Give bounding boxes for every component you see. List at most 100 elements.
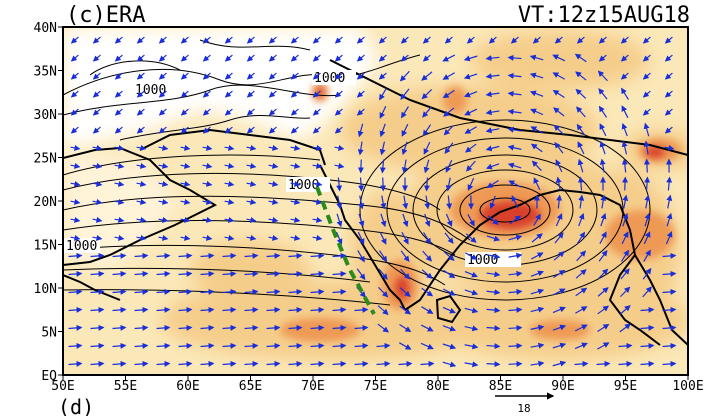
wind-vector [599, 231, 607, 244]
wind-vector [246, 90, 255, 98]
wind-vector [90, 252, 105, 259]
wind-vector [554, 142, 564, 154]
wind-vector [444, 36, 453, 44]
wind-vector [156, 252, 171, 259]
wind-vector [70, 54, 79, 62]
wind-vector [70, 216, 81, 223]
wind-vector [442, 72, 455, 80]
wind-vector [202, 234, 213, 241]
wind-vector [266, 270, 281, 277]
wind-vector [357, 231, 365, 245]
wind-vector [508, 288, 523, 295]
wind-vector [486, 289, 501, 296]
wind-vector [180, 216, 191, 223]
wind-vector [178, 288, 193, 295]
wind-vector [467, 214, 475, 227]
wind-vector [423, 159, 430, 174]
wind-vector [553, 107, 565, 117]
wind-vector [134, 360, 149, 367]
wind-vector [268, 162, 279, 169]
wind-vector [290, 126, 299, 134]
wind-vector [640, 360, 655, 367]
wind-vector [288, 306, 303, 313]
wind-vector [244, 306, 259, 313]
wind-vector [290, 234, 301, 241]
wind-vector [70, 198, 81, 205]
wind-vector [401, 123, 409, 137]
wind-vector [134, 252, 149, 259]
wind-vector [642, 267, 652, 280]
wind-vector [312, 234, 323, 241]
wind-vector [136, 234, 147, 241]
wind-vector [90, 270, 105, 277]
wind-vector [224, 180, 235, 187]
wind-vector [597, 305, 610, 315]
lat-tick-label: 35N [34, 65, 57, 80]
wind-vector [334, 108, 343, 116]
wind-vector [444, 142, 454, 155]
wind-vector [420, 324, 434, 332]
lon-tick-label: 80E [426, 379, 449, 394]
wind-vector [268, 126, 277, 134]
wind-vector [466, 160, 476, 172]
wind-vector [552, 89, 565, 99]
wind-vector [486, 180, 499, 189]
wind-vector [662, 342, 677, 349]
wind-vector [443, 124, 455, 136]
wind-vector [90, 288, 105, 295]
wind-vector [358, 213, 365, 228]
wind-vector [268, 144, 279, 151]
wind-vector [332, 270, 347, 277]
wind-vector [423, 232, 431, 245]
wind-vector [68, 270, 83, 277]
wind-vector [200, 360, 215, 367]
wind-vector [379, 105, 387, 119]
wind-vector [402, 195, 409, 210]
wind-vector [642, 54, 651, 62]
wind-vector [621, 231, 629, 245]
wind-vector [485, 145, 500, 152]
wind-vector [114, 126, 123, 134]
wind-vector [423, 141, 431, 155]
wind-vector [529, 72, 544, 79]
wind-vector [486, 253, 501, 260]
wind-vector [354, 324, 369, 331]
wind-vector [134, 288, 149, 295]
wind-vector [465, 252, 478, 260]
wind-vector [178, 360, 193, 367]
wind-vector [92, 234, 103, 241]
wind-vector [619, 323, 632, 333]
wind-vector [597, 287, 609, 297]
wind-vector [70, 72, 79, 80]
wind-vector [266, 306, 281, 313]
wind-vector [575, 287, 588, 297]
wind-vector [354, 342, 369, 349]
wind-vector [488, 36, 497, 44]
wind-vector [266, 342, 281, 349]
wind-vector [334, 162, 345, 169]
wind-vector [555, 159, 563, 173]
wind-vector [642, 90, 651, 98]
contour-label: 1000 [66, 239, 97, 254]
wind-vector [266, 324, 281, 331]
wind-vector [400, 36, 409, 44]
wind-vector [202, 180, 213, 187]
wind-vector [156, 306, 171, 313]
wind-vector [266, 252, 281, 259]
wind-vector [380, 177, 387, 192]
wind-vector [464, 307, 479, 314]
wind-vector [356, 108, 365, 116]
wind-vector [442, 325, 457, 332]
wind-vector [486, 361, 501, 368]
wind-vector [246, 198, 257, 205]
wind-vector [136, 72, 145, 80]
wind-vector [507, 162, 522, 169]
wind-vector [358, 177, 365, 192]
wind-vector [334, 72, 343, 80]
wind-vector [68, 360, 83, 367]
wind-vector [464, 108, 478, 116]
wind-vector [598, 54, 607, 62]
wind-vector [463, 55, 478, 62]
wind-vector [574, 360, 589, 367]
